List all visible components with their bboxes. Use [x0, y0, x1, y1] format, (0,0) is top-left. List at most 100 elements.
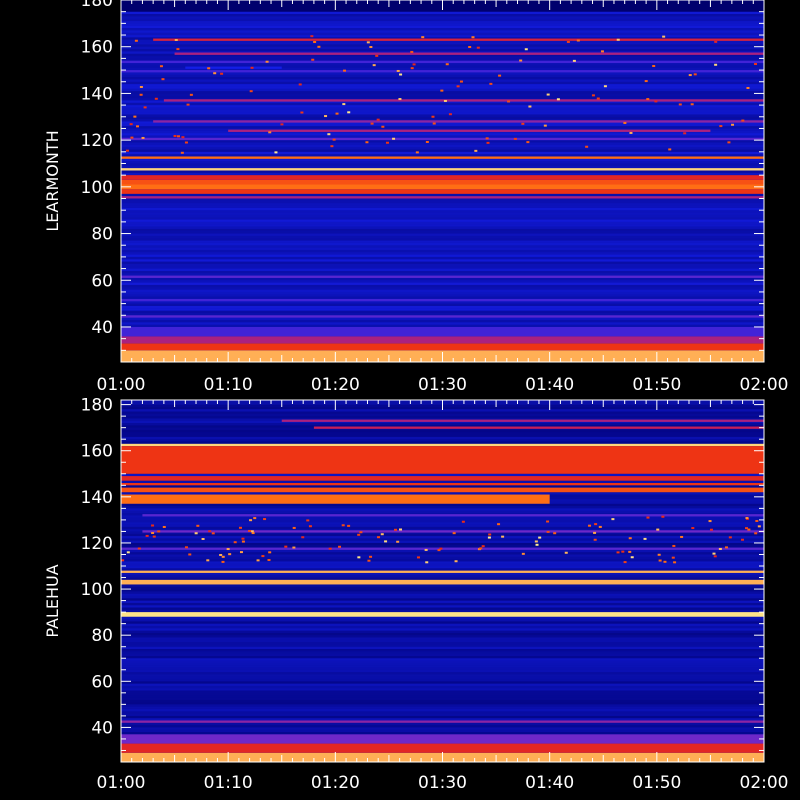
interference-dot — [421, 36, 425, 39]
texture-row — [121, 203, 764, 206]
texture-row — [121, 722, 764, 726]
texture-row — [121, 322, 764, 325]
texture-row — [121, 114, 764, 117]
interference-dot — [261, 555, 265, 558]
interference-dot — [253, 517, 257, 520]
interference-dot — [221, 560, 225, 563]
texture-row — [121, 692, 764, 696]
interference-dot — [643, 537, 647, 540]
interference-dot — [507, 100, 511, 103]
texture-row — [121, 261, 764, 264]
texture-row — [121, 18, 764, 22]
interference-dot — [130, 136, 134, 139]
texture-row — [121, 642, 764, 645]
texture-row — [121, 53, 764, 57]
interference-dot — [461, 520, 465, 523]
interference-dot — [728, 536, 732, 539]
interference-dot — [208, 530, 212, 533]
texture-row — [121, 646, 764, 650]
interference-dot — [745, 517, 749, 520]
interference-dot — [528, 105, 532, 108]
interference-dot — [330, 145, 334, 148]
interference-dot — [143, 106, 147, 109]
texture-row — [121, 235, 764, 239]
interference-dot — [157, 530, 161, 533]
texture-row — [121, 142, 764, 145]
interference-dot — [375, 54, 379, 57]
texture-row — [121, 35, 764, 38]
texture-row — [121, 207, 764, 211]
interference-dot — [410, 67, 414, 70]
emission-feature — [121, 446, 764, 474]
interference-dot — [134, 39, 138, 42]
emission-feature — [142, 530, 764, 533]
texture-row — [121, 434, 764, 437]
texture-row — [121, 595, 764, 599]
interference-dot — [399, 528, 403, 531]
interference-dot — [431, 115, 435, 118]
texture-row — [121, 266, 764, 269]
emission-band — [121, 343, 764, 351]
interference-dot — [576, 39, 580, 42]
texture-row — [121, 165, 764, 169]
interference-dot — [485, 137, 489, 140]
interference-dot — [284, 545, 288, 548]
interference-dot — [616, 551, 620, 554]
x-tick-label: 01:50 — [632, 773, 681, 793]
interference-dot — [747, 528, 751, 531]
interference-dot — [394, 528, 398, 531]
interference-dot — [250, 66, 254, 69]
interference-dot — [126, 551, 130, 554]
interference-dot — [425, 561, 429, 564]
texture-row — [121, 280, 764, 283]
interference-dot — [616, 38, 620, 41]
interference-dot — [546, 530, 550, 533]
emission-band — [121, 184, 764, 190]
texture-row — [121, 436, 764, 440]
interference-dot — [396, 540, 400, 543]
texture-row — [121, 667, 764, 670]
texture-row — [121, 284, 764, 288]
texture-row — [121, 533, 764, 537]
interference-dot — [546, 93, 550, 96]
interference-dot — [513, 137, 517, 140]
interference-dot — [251, 532, 255, 535]
texture-row — [121, 586, 764, 590]
texture-row — [121, 552, 764, 555]
interference-dot — [691, 527, 695, 530]
interference-dot — [241, 537, 245, 540]
interference-dot — [443, 99, 447, 102]
interference-dot — [425, 140, 429, 143]
interference-dot — [194, 532, 198, 535]
interference-dot — [324, 115, 328, 118]
emission-band — [121, 570, 764, 573]
texture-row — [121, 44, 764, 47]
texture-row — [121, 556, 764, 560]
interference-dot — [213, 72, 217, 75]
texture-row — [121, 294, 764, 297]
emission-band — [121, 298, 764, 302]
texture-row — [121, 591, 764, 594]
texture-row — [121, 231, 764, 234]
x-tick-label: 01:40 — [525, 375, 574, 395]
y-tick-label: 40 — [91, 718, 113, 738]
texture-row — [121, 25, 764, 29]
emission-feature — [185, 66, 282, 69]
interference-dot — [683, 132, 687, 135]
interference-dot — [298, 83, 302, 86]
texture-row — [121, 268, 764, 271]
texture-row — [121, 649, 764, 652]
texture-row — [121, 291, 764, 295]
interference-dot — [712, 552, 716, 555]
interference-dot — [566, 40, 570, 43]
interference-dot — [628, 550, 632, 553]
texture-row — [121, 536, 764, 539]
emission-band — [121, 720, 764, 723]
interference-dot — [181, 136, 185, 139]
interference-dot — [239, 551, 243, 554]
interference-dot — [439, 547, 443, 550]
interference-dot — [594, 523, 598, 526]
texture-row — [121, 665, 764, 668]
texture-row — [121, 625, 764, 629]
